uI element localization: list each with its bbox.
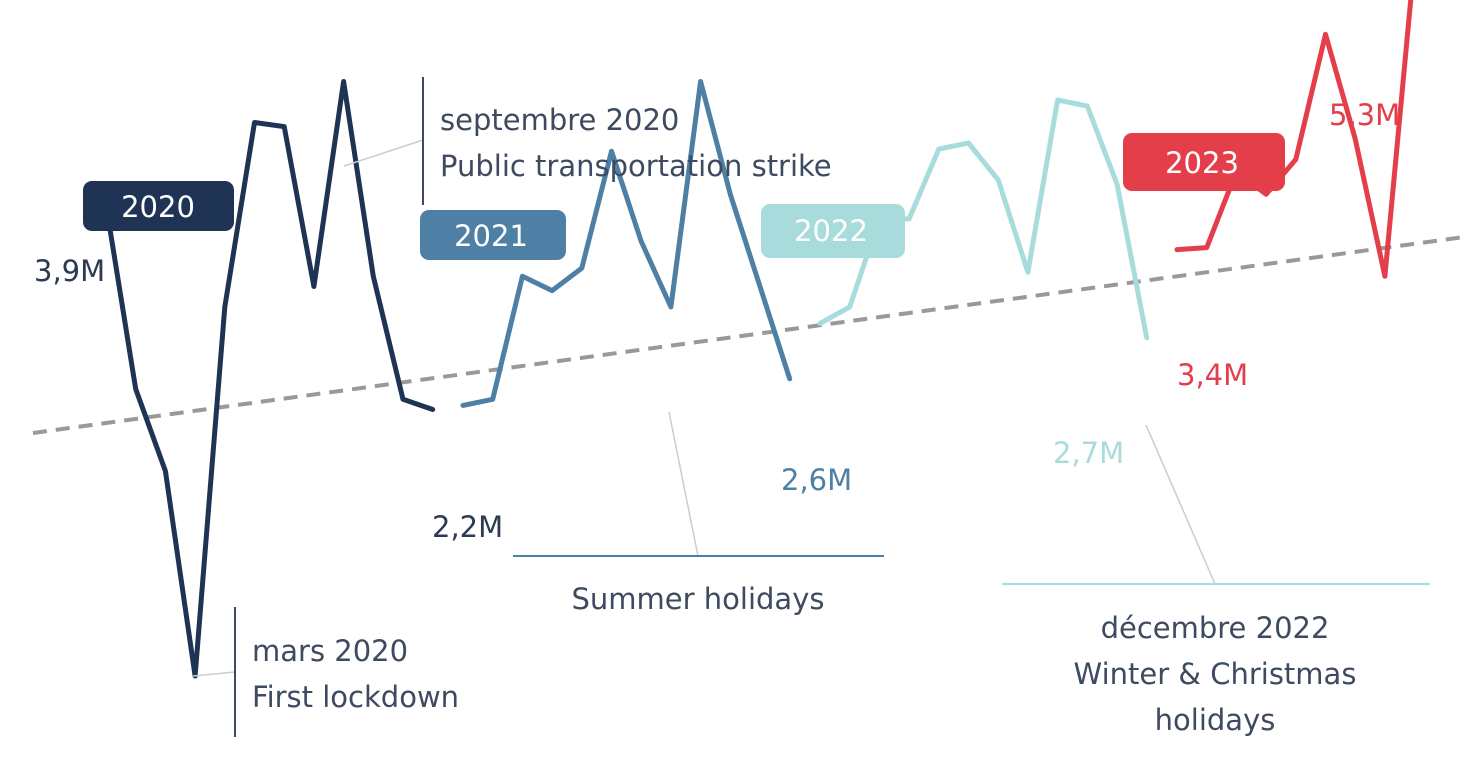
annotation-leader-line xyxy=(668,411,699,557)
value-label-2023-end: 5,3M xyxy=(1329,98,1400,132)
annotation-summer-holidays: Summer holidays xyxy=(513,411,884,616)
year-badge-2022: 2022 xyxy=(761,204,905,258)
annotation-line: décembre 2022 xyxy=(1101,611,1330,645)
value-label-2020-start: 3,9M xyxy=(34,254,105,288)
annotation-transport-strike: septembre 2020 Public transportation str… xyxy=(343,77,832,205)
annotation-leader-line xyxy=(1145,424,1216,585)
series-line-2023 xyxy=(1174,0,1414,279)
value-label-2022-end: 2,7M xyxy=(1053,436,1124,470)
series-line-2021 xyxy=(460,79,793,408)
annotation-line: holidays xyxy=(1155,703,1276,737)
annotation-line: Public transportation strike xyxy=(440,149,832,183)
series-line-2020 xyxy=(103,79,436,679)
annotation-line: septembre 2020 xyxy=(440,103,679,137)
trend-line xyxy=(32,235,1464,435)
value-label-2021-end: 2,6M xyxy=(781,463,852,497)
value-label-2023-start: 3,4M xyxy=(1177,358,1248,392)
annotation-winter-holidays: décembre 2022 Winter & Christmas holiday… xyxy=(1002,424,1430,737)
year-badge-2021: 2021 xyxy=(420,210,566,260)
value-label-2020-end: 2,2M xyxy=(432,510,503,544)
year-badge-label: 2021 xyxy=(454,219,528,253)
annotation-leader-line xyxy=(343,139,424,167)
year-badge-label: 2022 xyxy=(794,214,868,248)
year-badge-2023: 2023 xyxy=(1123,133,1285,191)
year-badge-label: 2020 xyxy=(121,190,195,224)
series-layer xyxy=(103,0,1414,679)
year-badge-label: 2023 xyxy=(1165,146,1239,180)
year-badge-2020: 2020 xyxy=(83,181,234,231)
annotation-line: Summer holidays xyxy=(572,582,825,616)
annotation-line: First lockdown xyxy=(252,680,459,714)
annotation-line: Winter & Christmas xyxy=(1074,657,1357,691)
annotation-first-lockdown: mars 2020 First lockdown xyxy=(192,607,459,737)
annotation-leader-line xyxy=(192,671,236,677)
annotation-line: mars 2020 xyxy=(252,634,408,668)
